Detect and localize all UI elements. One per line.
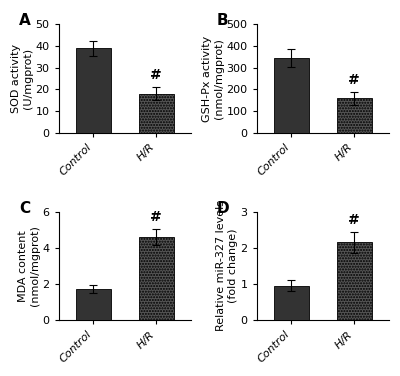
Bar: [337, 243, 372, 320]
Bar: [139, 94, 174, 133]
Bar: [76, 48, 111, 133]
Y-axis label: MDA content
(nmol/mgprot): MDA content (nmol/mgprot): [18, 226, 40, 306]
Y-axis label: Relative miR-327 levels
(fold change): Relative miR-327 levels (fold change): [216, 200, 238, 331]
Bar: [274, 286, 308, 320]
Text: #: #: [348, 73, 360, 87]
Text: C: C: [19, 201, 30, 216]
Bar: [274, 58, 308, 133]
Text: B: B: [217, 14, 228, 29]
Bar: [76, 288, 111, 320]
Text: D: D: [217, 201, 230, 216]
Bar: [337, 98, 372, 133]
Bar: [139, 237, 174, 320]
Text: #: #: [150, 211, 162, 224]
Y-axis label: GSH-Px activity
(nmol/mgprot): GSH-Px activity (nmol/mgprot): [202, 35, 224, 122]
Text: #: #: [348, 213, 360, 227]
Text: A: A: [19, 14, 31, 29]
Y-axis label: SOD activity
(U/mgprot): SOD activity (U/mgprot): [11, 44, 33, 113]
Text: #: #: [150, 68, 162, 82]
